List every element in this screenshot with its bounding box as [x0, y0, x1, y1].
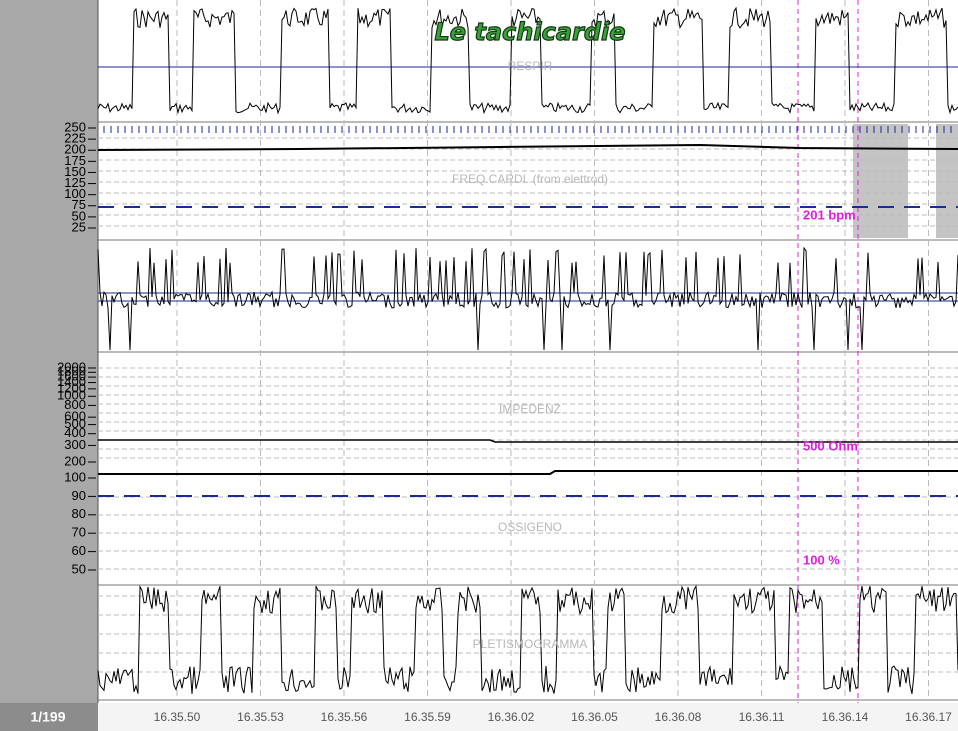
y-tick-label: 400 [64, 425, 86, 440]
artifact-region [936, 124, 958, 238]
title: Le tachicardie [434, 18, 625, 46]
y-tick-label: 200 [64, 453, 86, 468]
traces: 16.35.50 16.35.53 16.35.56 16.35.59 16.36.02… [57, 0, 958, 724]
panel-label: FREQ.CARDI. (from elettrod) [452, 172, 608, 186]
impedance-marker: 500 Ohm [803, 438, 858, 453]
y-tick-label: 1000 [57, 388, 86, 403]
ecg-trace [97, 246, 958, 351]
y-tick-label: 2000 [57, 359, 86, 374]
y-tick-label: 1600 [57, 369, 86, 384]
y-tick-label: 200 [64, 142, 86, 157]
y-tick-label: 80 [72, 506, 86, 521]
time-label: 16.35.56 [321, 710, 368, 724]
impedance-trace [98, 439, 958, 443]
y-tick-label: 300 [64, 437, 86, 452]
time-label: 16.36.08 [655, 710, 702, 724]
respiration-trace [97, 6, 958, 115]
y-tick-label: 90 [72, 488, 86, 503]
time-label: 16.36.11 [739, 710, 785, 724]
panel-label: OSSIGENO [498, 520, 562, 534]
y-tick-label: 125 [64, 175, 86, 190]
oxygen-marker: 100 % [803, 552, 840, 567]
y-tick-label: 100 [64, 469, 86, 484]
artifact-region [853, 124, 908, 238]
y-tick-label: 50 [72, 208, 86, 223]
y-tick-label: 25 [72, 219, 86, 234]
time-label: 16.35.59 [404, 710, 451, 724]
y-tick-label: 1200 [57, 380, 86, 395]
time-label: 16.35.53 [237, 710, 284, 724]
panel-label: PLETISMOGRAMMA [473, 637, 588, 651]
y-tick-label: 500 [64, 416, 86, 431]
time-label: 16.36.17 [905, 710, 952, 724]
y-tick-label: 250 [64, 119, 86, 134]
time-label: 16.36.05 [571, 710, 618, 724]
y-tick-label: 1400 [57, 374, 86, 389]
heart-rate-marker: 201 bpm [803, 207, 856, 222]
panel-label: IMPEDENZ [499, 402, 561, 416]
y-tick-label: 225 [64, 131, 86, 146]
time-axis-band [98, 703, 958, 731]
time-label: 16.36.14 [822, 710, 869, 724]
time-label: 16.36.02 [488, 710, 535, 724]
sidebar [0, 0, 98, 731]
oxygen-trace [98, 470, 958, 475]
page-indicator: 1/199 [30, 709, 65, 725]
y-tick-label: 800 [64, 397, 86, 412]
plethysmogram-trace [97, 584, 958, 694]
y-tick-label: 75 [72, 197, 86, 212]
y-tick-label: 175 [64, 153, 86, 168]
panel-label: RESPIR [508, 59, 553, 73]
heart-rate-trace [97, 143, 958, 151]
time-label: 16.35.50 [154, 710, 201, 724]
y-tick-label: 150 [64, 164, 86, 179]
y-tick-label: 1800 [57, 364, 86, 379]
y-tick-label: 70 [72, 525, 86, 540]
y-tick-label: 60 [72, 543, 86, 558]
page-indicator-box [0, 703, 98, 731]
y-tick-label: 600 [64, 409, 86, 424]
y-tick-label: 50 [72, 561, 86, 576]
y-tick-label: 100 [64, 186, 86, 201]
